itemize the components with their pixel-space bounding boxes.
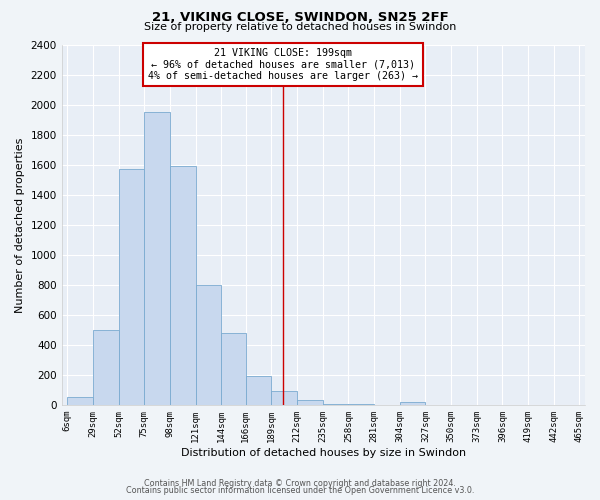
- Text: 21, VIKING CLOSE, SWINDON, SN25 2FF: 21, VIKING CLOSE, SWINDON, SN25 2FF: [152, 11, 448, 24]
- Bar: [246, 376, 271, 405]
- Bar: [271, 392, 297, 405]
- Bar: [297, 400, 323, 405]
- Bar: [221, 333, 246, 405]
- Bar: [170, 166, 196, 405]
- Bar: [93, 330, 119, 405]
- Text: Contains HM Land Registry data © Crown copyright and database right 2024.: Contains HM Land Registry data © Crown c…: [144, 478, 456, 488]
- Text: Size of property relative to detached houses in Swindon: Size of property relative to detached ho…: [144, 22, 456, 32]
- Bar: [400, 402, 425, 405]
- Text: 21 VIKING CLOSE: 199sqm
← 96% of detached houses are smaller (7,013)
4% of semi-: 21 VIKING CLOSE: 199sqm ← 96% of detache…: [148, 48, 418, 81]
- Bar: [323, 404, 349, 405]
- Bar: [196, 285, 221, 405]
- Bar: [67, 398, 93, 405]
- Y-axis label: Number of detached properties: Number of detached properties: [15, 137, 25, 312]
- X-axis label: Distribution of detached houses by size in Swindon: Distribution of detached houses by size …: [181, 448, 466, 458]
- Text: Contains public sector information licensed under the Open Government Licence v3: Contains public sector information licen…: [126, 486, 474, 495]
- Bar: [144, 112, 170, 405]
- Bar: [119, 168, 144, 405]
